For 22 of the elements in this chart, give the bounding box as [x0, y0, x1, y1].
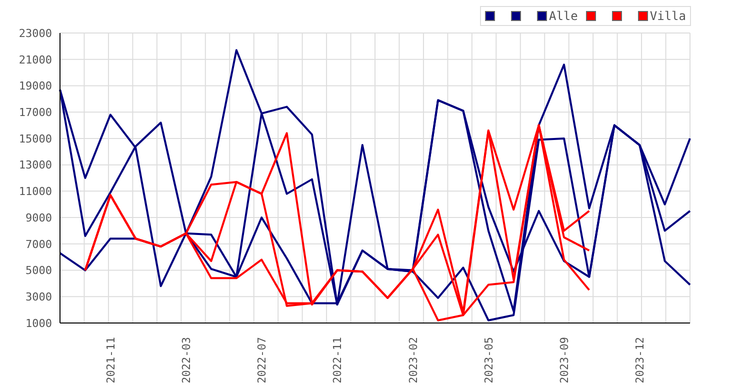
legend-label: Alle — [548, 9, 578, 23]
legend-label: Villa — [650, 9, 686, 23]
y-tick-label: 13000 — [18, 158, 52, 172]
x-tick-label: 2022-03 — [180, 337, 193, 384]
y-tick-label: 15000 — [18, 132, 52, 146]
y-tick-label: 21000 — [18, 53, 52, 66]
x-tick-label: 2023-05 — [482, 337, 496, 384]
x-tick-label: 2023-02 — [406, 337, 420, 384]
y-tick-label: 1000 — [26, 316, 52, 330]
y-tick-label: 19000 — [18, 80, 52, 93]
y-tick-label: 23000 — [18, 26, 52, 40]
y-tick-label: 7000 — [26, 238, 52, 251]
y-tick-label: 5000 — [26, 264, 52, 278]
x-tick-label: 2022-11 — [331, 337, 344, 384]
x-tick-label: 2023-09 — [558, 337, 571, 384]
y-tick-label: 17000 — [18, 106, 52, 119]
y-tick-label: 9000 — [26, 211, 52, 224]
y-tick-label: 3000 — [26, 290, 52, 304]
y-tick-label: 11000 — [18, 185, 52, 198]
x-tick-label: 2023-12 — [634, 337, 647, 384]
x-tick-label: 2022-07 — [256, 337, 269, 384]
x-tick-label: 2021-11 — [104, 337, 118, 384]
